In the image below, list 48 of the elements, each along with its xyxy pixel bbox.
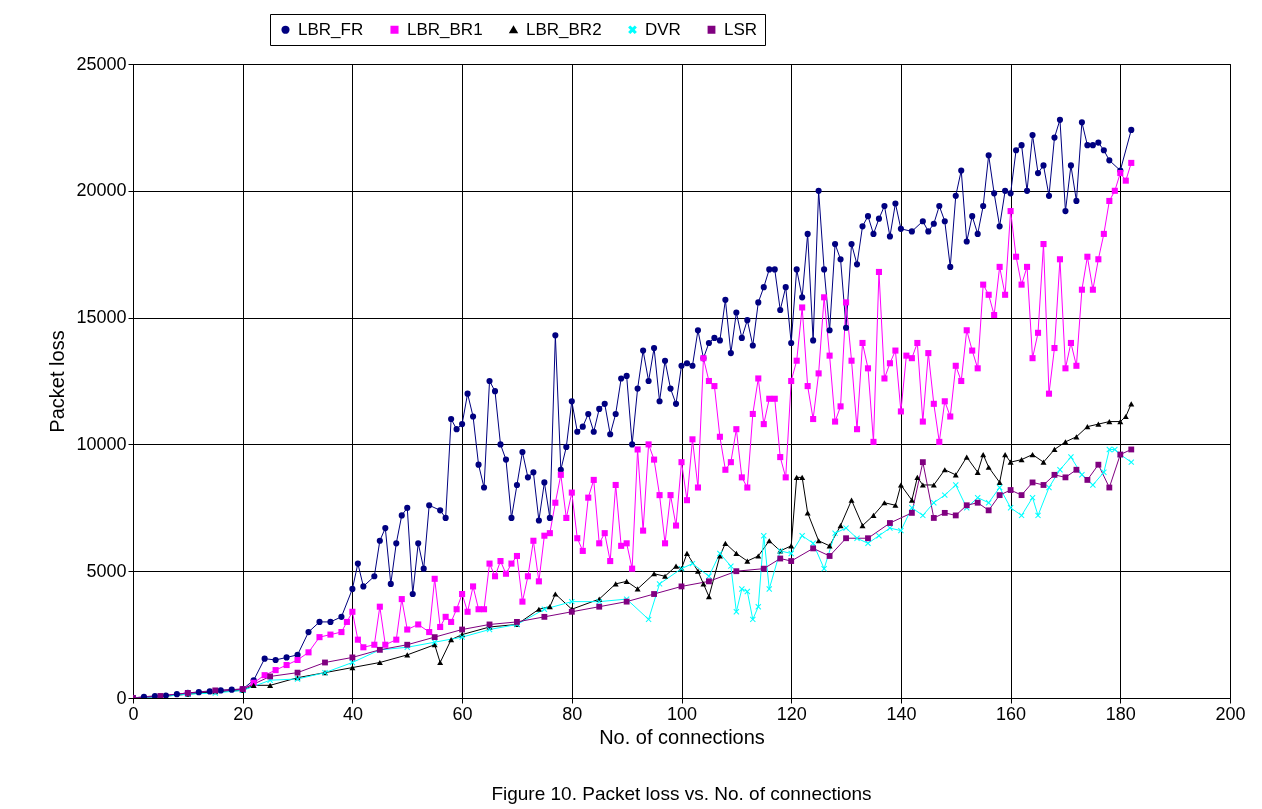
x-tick-label: 120 xyxy=(776,703,807,724)
point xyxy=(810,545,817,552)
x-tick-label: 180 xyxy=(1105,703,1136,724)
point xyxy=(788,558,795,564)
y-tick-label: 15000 xyxy=(76,307,127,328)
point xyxy=(908,509,915,516)
point xyxy=(1007,487,1014,493)
x-tick-label: 100 xyxy=(666,703,698,724)
legend-label: LSR xyxy=(724,19,758,39)
point xyxy=(1084,476,1091,483)
legend-label: LBR_BR2 xyxy=(526,19,602,39)
x-axis-title: No. of connections xyxy=(599,725,765,748)
point xyxy=(651,591,657,597)
x-tick-label: 160 xyxy=(996,703,1027,724)
y-tick-label: 0 xyxy=(116,687,127,708)
point xyxy=(941,509,948,516)
point xyxy=(865,535,871,542)
point xyxy=(760,565,767,572)
x-tick-label: 80 xyxy=(562,703,583,724)
point xyxy=(887,520,893,526)
point xyxy=(996,492,1003,499)
caption: Figure 10. Packet loss vs. No. of connections xyxy=(491,783,872,804)
x-tick-label: 40 xyxy=(342,703,363,724)
y-tick-label: 5000 xyxy=(86,560,127,581)
point xyxy=(985,507,992,514)
point xyxy=(930,515,937,521)
point xyxy=(919,459,926,466)
y-tick-label: 10000 xyxy=(76,433,127,454)
point xyxy=(952,512,959,519)
y-tick-label: 25000 xyxy=(76,53,127,74)
x-tick-label: 60 xyxy=(452,703,473,724)
legend-label: LBR_BR1 xyxy=(407,19,483,39)
point xyxy=(541,613,548,620)
y-axis-title: Packet loss xyxy=(46,330,69,433)
legend-label: DVR xyxy=(645,19,681,39)
x-tick-label: 140 xyxy=(886,703,917,724)
y-tick-label: 20000 xyxy=(76,180,127,201)
point xyxy=(1095,461,1102,468)
point xyxy=(826,553,833,559)
x-tick-label: 200 xyxy=(1215,703,1246,724)
legend-label: LBR_FR xyxy=(298,19,364,39)
point xyxy=(431,634,438,641)
point xyxy=(596,603,603,610)
point xyxy=(733,568,740,575)
point xyxy=(706,578,712,585)
point xyxy=(974,499,981,506)
point xyxy=(843,535,849,542)
x-tick-label: 20 xyxy=(233,703,254,724)
